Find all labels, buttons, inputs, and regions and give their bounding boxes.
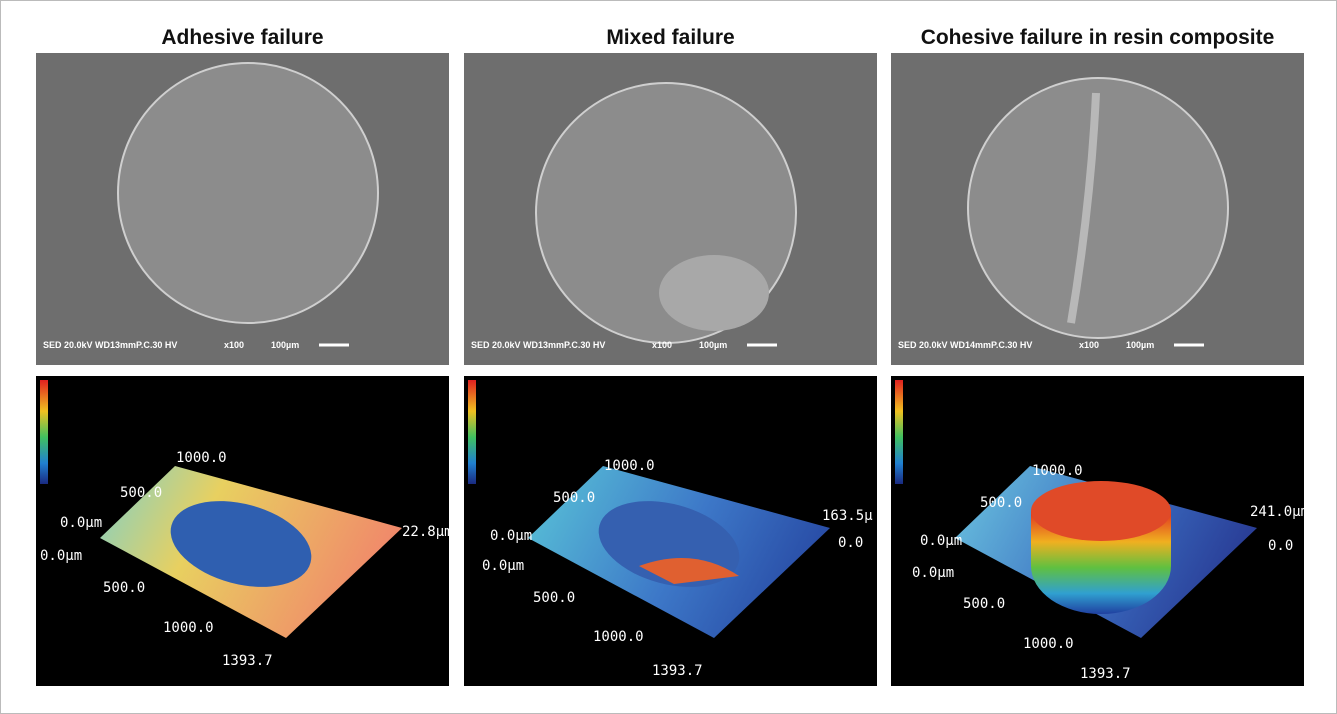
panel-title: Mixed failure [606, 26, 734, 49]
fracture-patch [639, 558, 739, 584]
fracture-region [659, 255, 769, 331]
specimen [967, 77, 1229, 339]
sem-magnification: x100 [652, 340, 672, 350]
sem-image: SED 20.0kV WD13mmP.C.30 HV x100 100µm [464, 53, 877, 365]
profile-label: 500.0 [533, 590, 575, 606]
profile-label: 1000.0 [604, 458, 655, 474]
profile-label: 1000.0 [1032, 463, 1083, 479]
profile-label: 0.0µm [912, 565, 954, 581]
profile-label: 0.0µm [920, 533, 962, 549]
profile-label: 500.0 [553, 490, 595, 506]
sem-image: SED 20.0kV WD13mmP.C.30 HV x100 100µm [36, 53, 449, 365]
sem-magnification: x100 [1079, 340, 1099, 350]
profile-label: 1393.7 [652, 663, 703, 679]
profile-label: 0.0 [1268, 538, 1293, 554]
sem-magnification: x100 [224, 340, 244, 350]
profile-label: 1393.7 [1080, 666, 1131, 682]
profile-label: 1000.0 [163, 620, 214, 636]
specimen [117, 62, 379, 324]
sem-scale: 100µm [699, 340, 727, 350]
sem-scale: 100µm [1126, 340, 1154, 350]
color-bar [40, 380, 48, 484]
sem-scale: 100µm [271, 340, 299, 350]
profile-label: 500.0 [120, 485, 162, 501]
profile-label: 163.5µ [822, 508, 873, 524]
sem-image: SED 20.0kV WD14mmP.C.30 HV x100 100µm [891, 53, 1304, 365]
profile-label: 500.0 [980, 495, 1022, 511]
sem-info: SED 20.0kV WD13mmP.C.30 HV [43, 340, 177, 350]
color-bar [468, 380, 476, 484]
profile-label: 1000.0 [1023, 636, 1074, 652]
profile-label: 0.0µm [482, 558, 524, 574]
profile-label: 1000.0 [176, 450, 227, 466]
profile-label: 500.0 [963, 596, 1005, 612]
panel-title: Adhesive failure [161, 26, 323, 49]
sem-info: SED 20.0kV WD13mmP.C.30 HV [471, 340, 605, 350]
bonded-area [170, 501, 312, 587]
profile-label: 0.0µm [60, 515, 102, 531]
profile-label: 22.8µm [402, 524, 453, 540]
profile-image: 1000.0 500.0 0.0µm 0.0µm 500.0 1000.0 1393.7 22… [36, 376, 453, 686]
profile-label: 0.0µm [490, 528, 532, 544]
panel-title: Cohesive failure in resin composite [921, 26, 1275, 49]
fracture-line [1067, 92, 1100, 324]
profile-image: 1000.0 500.0 0.0µm 0.0µm 500.0 1000.0 1393.7 16… [464, 376, 877, 686]
sem-info: SED 20.0kV WD14mmP.C.30 HV [898, 340, 1032, 350]
color-bar [895, 380, 903, 484]
raised-top [1031, 481, 1171, 541]
profile-label: 0.0µm [40, 548, 82, 564]
profile-label: 1393.7 [222, 653, 273, 669]
profile-label: 241.0µm [1250, 504, 1309, 520]
profile-label: 500.0 [103, 580, 145, 596]
profile-label: 1000.0 [593, 629, 644, 645]
profile-image: 1000.0 500.0 0.0µm 0.0µm 500.0 1000.0 1393.7 24… [891, 376, 1309, 686]
profile-label: 0.0 [838, 535, 863, 551]
